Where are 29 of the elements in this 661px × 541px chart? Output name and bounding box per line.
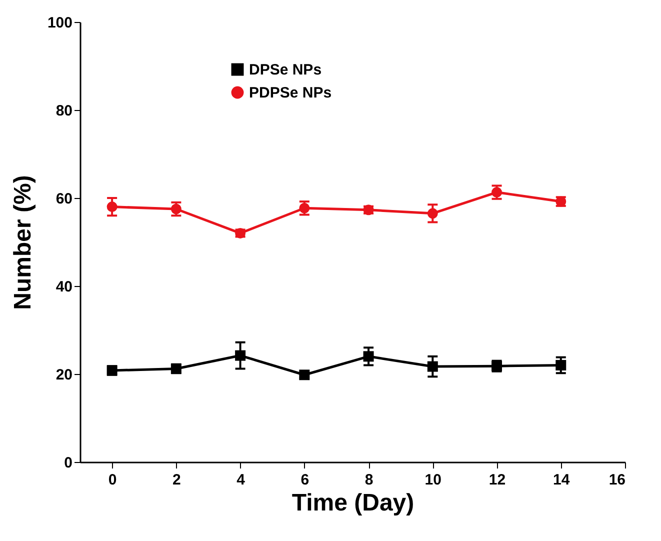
y-tick-label: 60 xyxy=(56,190,72,208)
legend-label: PDPSe NPs xyxy=(249,84,332,102)
point xyxy=(299,370,310,380)
y-tick-label: 0 xyxy=(64,454,72,472)
legend-label: DPSe NPs xyxy=(249,62,322,78)
point xyxy=(556,360,566,370)
y-tick-label: 20 xyxy=(56,366,72,384)
point xyxy=(427,361,438,372)
point xyxy=(427,208,438,219)
point xyxy=(363,351,374,362)
point xyxy=(299,202,310,214)
y-tick-label: 100 xyxy=(47,14,72,32)
x-tick-label: 8 xyxy=(364,472,374,488)
x-tick-label: 12 xyxy=(488,472,506,488)
point xyxy=(106,202,118,212)
x-tick-label: 14 xyxy=(553,472,570,488)
x-tick-label: 16 xyxy=(608,472,626,488)
y-tick-label: 80 xyxy=(56,102,72,120)
point xyxy=(492,187,502,198)
x-tick-label: 10 xyxy=(424,472,442,488)
y-axis-title: Number (%) xyxy=(9,175,36,310)
x-tick-label: 0 xyxy=(108,472,117,488)
y-tick-label: 40 xyxy=(56,278,72,296)
x-tick-label: 2 xyxy=(172,472,181,488)
x-axis-title: Time (Day) xyxy=(292,490,414,516)
x-tick-label: 6 xyxy=(300,472,310,488)
x-tick-label: 4 xyxy=(236,472,246,488)
point xyxy=(170,204,182,214)
point xyxy=(235,350,246,361)
